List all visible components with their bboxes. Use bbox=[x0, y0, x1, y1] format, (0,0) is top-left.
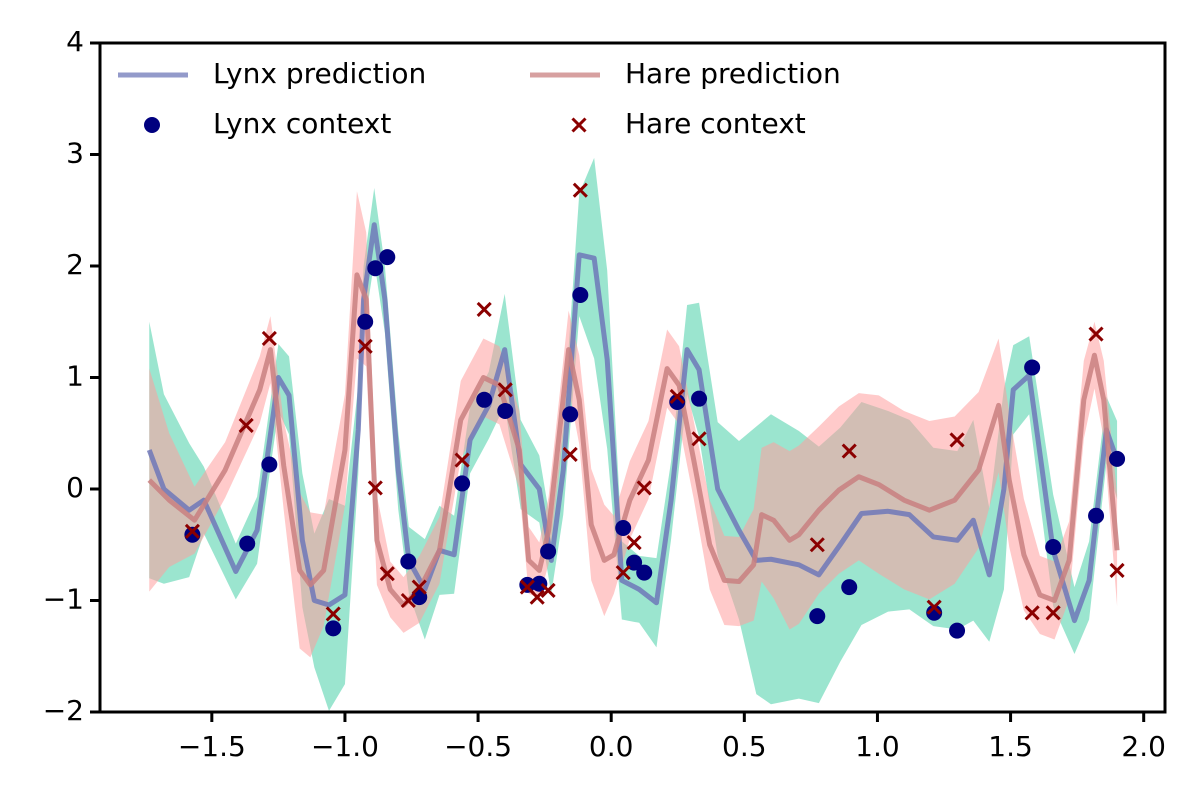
context-cross bbox=[411, 579, 427, 595]
x-tick-label: −1.5 bbox=[178, 730, 246, 763]
context-point bbox=[1088, 507, 1105, 524]
context-point bbox=[454, 475, 471, 492]
context-cross bbox=[562, 446, 578, 462]
context-cross bbox=[669, 388, 685, 405]
context-cross bbox=[238, 417, 254, 434]
context-point bbox=[562, 406, 579, 423]
axes: −2 −1 0 1 2 3 4 −1.5 −1.0 −0.5 0.0 0.5 1.0 1.5 2.0 bbox=[43, 25, 1167, 763]
context-point bbox=[400, 553, 417, 570]
y-tick-label: −2 bbox=[43, 694, 84, 727]
y-tick-label: −1 bbox=[43, 583, 84, 616]
context-point bbox=[949, 622, 966, 639]
context-cross bbox=[626, 534, 642, 551]
y-tick-label: 3 bbox=[66, 137, 84, 170]
context-cross bbox=[691, 431, 707, 447]
x-tick-label: −0.5 bbox=[444, 730, 512, 763]
x-tick-label: 2.0 bbox=[1121, 730, 1166, 763]
lines bbox=[146, 222, 1120, 624]
x-tick-label: 1.0 bbox=[855, 730, 900, 763]
context-point bbox=[367, 260, 384, 277]
context-point bbox=[841, 579, 858, 596]
context-cross bbox=[572, 182, 588, 198]
prediction-line bbox=[146, 222, 1120, 624]
y-tick-label: 1 bbox=[66, 360, 84, 393]
context-point bbox=[691, 390, 708, 407]
context-cross bbox=[1109, 562, 1125, 578]
context-point bbox=[540, 543, 557, 560]
prediction-line bbox=[147, 272, 1120, 608]
context-point bbox=[669, 394, 686, 411]
context-point bbox=[261, 456, 278, 473]
legend-label: Hare prediction bbox=[625, 57, 841, 90]
x-tick-label: 0.0 bbox=[589, 730, 634, 763]
context-point bbox=[184, 526, 201, 543]
context-point bbox=[1045, 538, 1062, 555]
x-tick-label: −1.0 bbox=[311, 730, 379, 763]
context-point bbox=[239, 535, 256, 552]
y-tick-label: 4 bbox=[66, 25, 84, 58]
legend-dot bbox=[144, 117, 160, 133]
context-cross bbox=[400, 592, 416, 609]
legend-label: Lynx prediction bbox=[213, 57, 426, 90]
context-point bbox=[325, 620, 342, 637]
context-point bbox=[926, 604, 943, 621]
context-point bbox=[809, 608, 826, 625]
legend-label: Hare context bbox=[625, 107, 806, 140]
context-point bbox=[497, 402, 514, 419]
confidence-band bbox=[149, 191, 1118, 658]
context-cross bbox=[379, 566, 395, 582]
context-cross bbox=[261, 330, 277, 347]
context-point bbox=[572, 286, 589, 303]
context-cross bbox=[529, 589, 545, 605]
context-cross bbox=[325, 606, 341, 622]
context-point bbox=[615, 520, 632, 537]
context-cross bbox=[1088, 326, 1104, 342]
context-cross bbox=[615, 565, 631, 581]
context-cross bbox=[636, 480, 652, 496]
context-cross bbox=[1045, 605, 1061, 621]
context-cross bbox=[926, 599, 942, 615]
context-point bbox=[476, 391, 493, 408]
confidence-band bbox=[149, 157, 1118, 711]
context-cross bbox=[809, 537, 825, 553]
y-tick-label: 2 bbox=[66, 248, 84, 281]
context-cross bbox=[357, 338, 373, 354]
legend-label: Lynx context bbox=[213, 107, 391, 140]
context-point bbox=[1024, 359, 1041, 376]
legend-cross bbox=[571, 117, 587, 133]
context-point bbox=[1109, 450, 1126, 467]
context-cross bbox=[497, 382, 513, 398]
context-cross bbox=[1024, 605, 1040, 621]
bands bbox=[149, 157, 1118, 711]
legend: Lynx prediction Lynx context Hare predicti… bbox=[118, 57, 841, 140]
x-tick-label: 0.5 bbox=[722, 730, 767, 763]
context-cross bbox=[540, 582, 556, 599]
context-cross bbox=[184, 523, 200, 539]
y-tick-label: 0 bbox=[66, 471, 84, 504]
context-cross bbox=[367, 480, 383, 496]
context-cross bbox=[476, 301, 492, 318]
context-point bbox=[636, 564, 653, 581]
context-cross bbox=[454, 452, 470, 468]
context-cross bbox=[841, 443, 857, 459]
context-point bbox=[379, 249, 396, 266]
context-point bbox=[357, 313, 374, 330]
context-cross bbox=[949, 432, 965, 448]
x-tick-label: 1.5 bbox=[988, 730, 1033, 763]
points bbox=[184, 182, 1126, 639]
context-point bbox=[519, 576, 536, 593]
